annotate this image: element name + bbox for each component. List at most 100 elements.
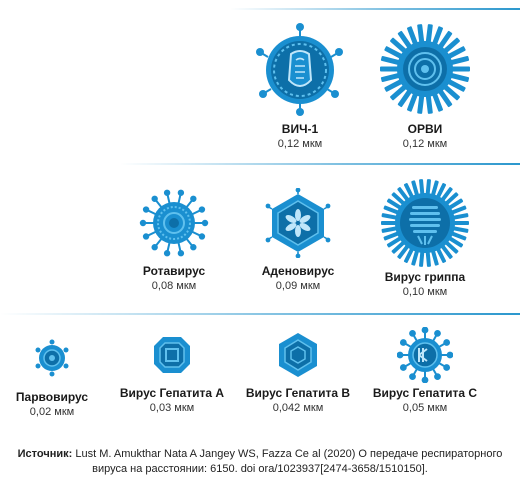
parvovirus-icon	[35, 339, 69, 377]
orvi-spike	[406, 90, 419, 112]
orvi-spike	[384, 46, 405, 60]
divider-top	[230, 8, 520, 10]
flu-spike	[381, 221, 399, 225]
rota-spike	[142, 230, 158, 240]
flu-spike	[448, 230, 467, 241]
orvi-spike	[390, 37, 409, 55]
rota-spike	[193, 219, 209, 227]
virus-size-hiv: 0,12 мкм	[277, 138, 323, 150]
virus-size-adeno: 0,09 мкм	[275, 280, 321, 292]
flu-spike	[383, 205, 402, 216]
hiv-virus-icon	[256, 23, 343, 116]
hepatitis-a-virus-icon	[154, 337, 190, 373]
source-citation: Источник: Lust M. Amukthar Nata A Jangey…	[0, 447, 520, 477]
orvi-spike	[417, 92, 425, 114]
orvi-spike	[380, 72, 403, 82]
virus-card-hepb: Вирус Гепатита B 0,042 мкм	[236, 331, 360, 415]
virus-card-orvi: ОРВИ 0,12 мкм	[363, 22, 487, 151]
virus-size-hepa: 0,03 мкм	[149, 402, 195, 414]
flu-spike	[419, 179, 425, 198]
orvi-spike	[441, 83, 460, 101]
orvi-spike	[390, 83, 409, 101]
virus-card-hepc: Вирус Гепатита C 0,05 мкм	[363, 327, 487, 415]
divider-middle	[120, 163, 520, 165]
virus-size-orvi: 0,12 мкм	[402, 138, 448, 150]
virus-size-rota: 0,08 мкм	[151, 280, 197, 292]
virus-card-rota: Ротавирус 0,08 мкм	[112, 188, 236, 293]
virus-size-flu: 0,10 мкм	[402, 286, 448, 298]
orvi-spike	[380, 56, 403, 66]
flu-spike	[425, 248, 431, 267]
rota-spike	[177, 189, 185, 205]
virus-card-adeno: Аденовирус 0,09 мкм	[236, 188, 360, 293]
flu-spike	[451, 221, 469, 225]
virus-card-flu: Вирус гриппа 0,10 мкм	[363, 178, 487, 299]
orvi-spike	[436, 87, 453, 108]
flu-spike	[448, 205, 467, 216]
rota-spike	[185, 237, 197, 251]
flu-spike	[381, 213, 400, 221]
orvi-spike	[384, 78, 405, 92]
virus-card-hiv: ВИЧ-1 0,12 мкм	[238, 22, 362, 151]
divider-lower	[0, 313, 520, 315]
source-text: Lust M. Amukthar Nata A Jangey WS, Fazza…	[72, 448, 503, 475]
orvi-spike	[431, 90, 444, 112]
orvi-virus-icon	[380, 24, 470, 114]
virus-card-parvo: Парвовирус 0,02 мкм	[0, 338, 114, 419]
orvi-spike	[436, 30, 453, 51]
flu-spike	[450, 213, 469, 221]
flu-spike	[425, 179, 431, 198]
virus-size-hepb: 0,042 мкм	[272, 402, 324, 414]
orvi-spike	[406, 26, 419, 48]
virus-name-hiv: ВИЧ-1	[281, 122, 319, 136]
orvi-spike	[445, 78, 466, 92]
virus-name-rota: Ротавирус	[142, 264, 206, 278]
flu-spike	[383, 230, 402, 241]
orvi-spike	[425, 92, 433, 114]
source-label: Источник:	[17, 448, 73, 460]
virus-name-hepa: Вирус Гепатита A	[119, 386, 225, 400]
influenza-virus-icon	[381, 179, 469, 267]
rota-spike	[190, 230, 206, 240]
rota-spike	[163, 189, 171, 205]
flu-spike	[430, 247, 439, 266]
virus-size-hepc: 0,05 мкм	[402, 402, 448, 414]
flu-spike	[411, 247, 420, 266]
virus-name-hepc: Вирус Гепатита C	[372, 386, 478, 400]
rota-spike	[185, 195, 197, 209]
orvi-spike	[445, 46, 466, 60]
rota-spike	[142, 206, 158, 216]
orvi-spike	[417, 24, 425, 46]
rota-spike	[139, 219, 155, 227]
virus-name-parvo: Парвовирус	[15, 390, 89, 404]
hepatitis-c-virus-icon	[397, 327, 453, 383]
orvi-spike	[397, 87, 414, 108]
orvi-spike	[425, 24, 433, 46]
virus-size-parvo: 0,02 мкм	[29, 406, 75, 418]
virus-name-flu: Вирус гриппа	[384, 270, 466, 284]
hepatitis-b-virus-icon	[279, 333, 317, 377]
flu-spike	[411, 180, 420, 199]
orvi-spike	[380, 66, 401, 72]
virus-name-adeno: Аденовирус	[261, 264, 335, 278]
rota-spike	[163, 241, 171, 257]
rotavirus-icon	[139, 189, 209, 257]
flu-spike	[419, 248, 425, 267]
orvi-spike	[447, 56, 470, 66]
virus-card-hepa: Вирус Гепатита A 0,03 мкм	[110, 333, 234, 415]
flu-spike	[381, 225, 400, 233]
virus-name-hepb: Вирус Гепатита B	[245, 386, 351, 400]
adenovirus-icon	[265, 188, 331, 258]
rota-spike	[190, 206, 206, 216]
orvi-spike	[431, 26, 444, 48]
orvi-spike	[449, 66, 470, 72]
flu-spike	[430, 180, 439, 199]
rota-spike	[177, 241, 185, 257]
orvi-spike	[447, 72, 470, 82]
rota-spike	[151, 237, 163, 251]
flu-spike	[450, 225, 469, 233]
orvi-spike	[397, 30, 414, 51]
orvi-spike	[441, 37, 460, 55]
rota-spike	[151, 195, 163, 209]
virus-name-orvi: ОРВИ	[407, 122, 443, 136]
